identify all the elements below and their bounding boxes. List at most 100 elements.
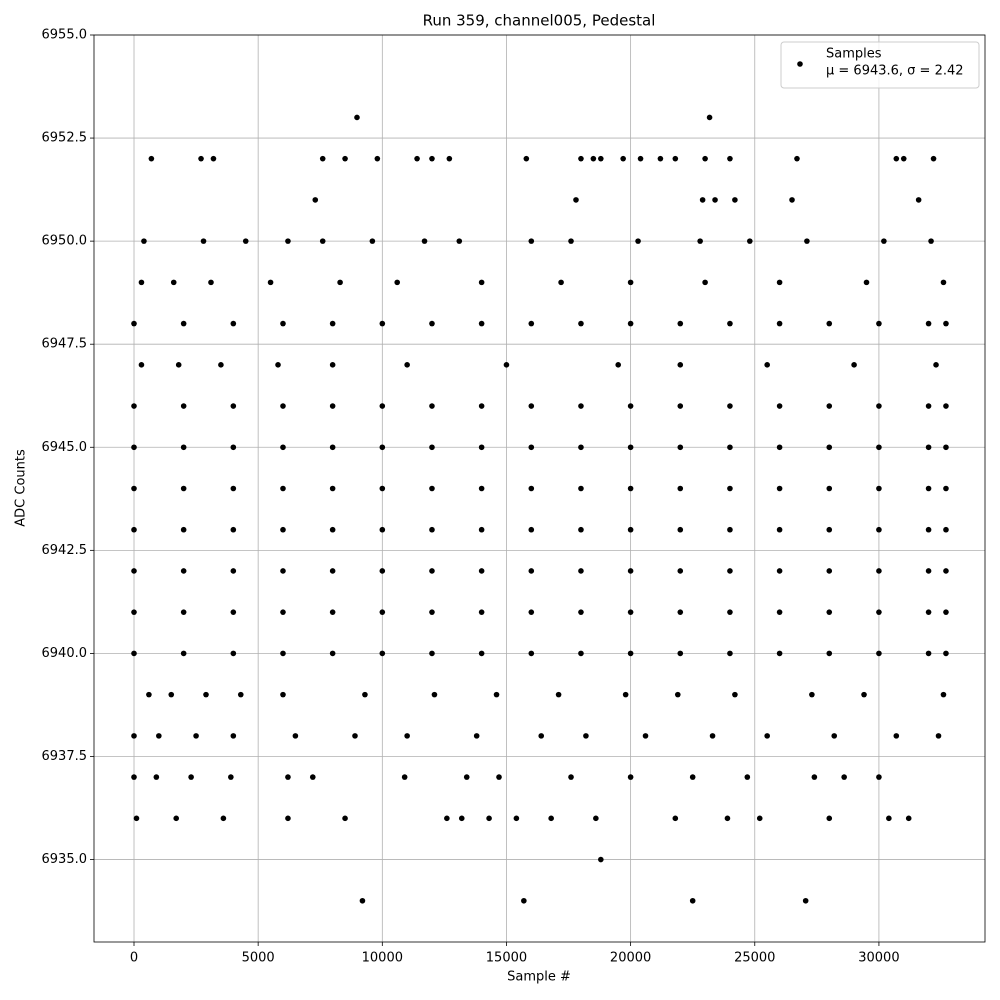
point <box>230 609 237 615</box>
point <box>573 197 579 203</box>
point <box>280 609 286 615</box>
points <box>131 114 949 904</box>
point <box>478 320 485 327</box>
point <box>528 238 535 244</box>
point <box>329 568 336 574</box>
point <box>689 774 696 780</box>
point <box>285 815 291 822</box>
point <box>794 155 800 162</box>
point <box>329 609 336 615</box>
point <box>568 774 574 780</box>
point <box>523 155 530 162</box>
point <box>228 774 234 780</box>
point <box>538 733 545 739</box>
point <box>429 650 435 657</box>
point <box>831 733 838 739</box>
point <box>851 362 857 368</box>
point <box>141 238 147 244</box>
point <box>764 733 770 739</box>
point <box>943 650 949 657</box>
point <box>925 320 932 327</box>
point <box>943 609 949 615</box>
point <box>230 650 237 657</box>
point <box>230 526 237 533</box>
point <box>131 444 137 451</box>
point <box>180 650 187 657</box>
point <box>280 650 286 657</box>
x-tick-label: 20000 <box>610 951 651 966</box>
point <box>776 444 783 451</box>
point <box>230 320 237 327</box>
point <box>329 320 336 327</box>
y-tick-label: 6942.5 <box>42 543 88 558</box>
point <box>493 691 500 698</box>
point <box>876 526 882 533</box>
point <box>131 526 137 533</box>
point <box>319 238 326 244</box>
point <box>915 197 922 203</box>
point <box>928 238 934 244</box>
point <box>933 362 939 368</box>
point <box>578 526 584 533</box>
point <box>776 485 783 492</box>
point <box>456 238 463 244</box>
legend-stats: μ = 6943.6, σ = 2.42 <box>826 64 964 79</box>
point <box>414 155 420 162</box>
point <box>275 362 281 368</box>
point <box>863 279 870 286</box>
point <box>421 238 428 244</box>
point <box>712 197 718 203</box>
point <box>940 279 947 286</box>
point <box>379 650 386 657</box>
point <box>940 691 947 698</box>
point <box>627 568 634 574</box>
point <box>175 362 182 368</box>
point <box>568 238 574 244</box>
y-tick-label: 6950.0 <box>42 234 88 249</box>
point <box>429 403 435 409</box>
point <box>379 568 386 574</box>
point <box>180 568 187 574</box>
point <box>876 403 882 409</box>
point <box>677 403 684 409</box>
point <box>732 691 738 698</box>
point <box>826 526 833 533</box>
x-tick-label: 10000 <box>362 951 403 966</box>
point <box>677 609 684 615</box>
point <box>706 114 713 121</box>
point <box>429 609 435 615</box>
point <box>444 815 450 822</box>
point <box>627 320 634 327</box>
point <box>776 568 783 574</box>
point <box>528 609 535 615</box>
x-tick-label: 30000 <box>858 951 899 966</box>
point <box>170 279 177 286</box>
point <box>429 568 435 574</box>
point <box>744 774 751 780</box>
point <box>337 279 343 286</box>
point <box>627 650 634 657</box>
point <box>727 444 733 451</box>
point <box>280 320 286 327</box>
point <box>727 568 733 574</box>
point <box>146 691 152 698</box>
point <box>876 485 882 492</box>
point <box>893 155 900 162</box>
y-tick-label: 6947.5 <box>42 337 88 352</box>
point <box>677 362 684 368</box>
point <box>156 733 162 739</box>
point <box>486 815 492 822</box>
point <box>905 815 912 822</box>
point <box>826 815 833 822</box>
point <box>153 774 160 780</box>
point <box>180 403 187 409</box>
point <box>578 568 584 574</box>
point <box>943 320 949 327</box>
point <box>429 155 435 162</box>
point <box>429 444 435 451</box>
point <box>429 526 435 533</box>
point <box>478 485 485 492</box>
point <box>627 609 634 615</box>
point <box>528 485 535 492</box>
